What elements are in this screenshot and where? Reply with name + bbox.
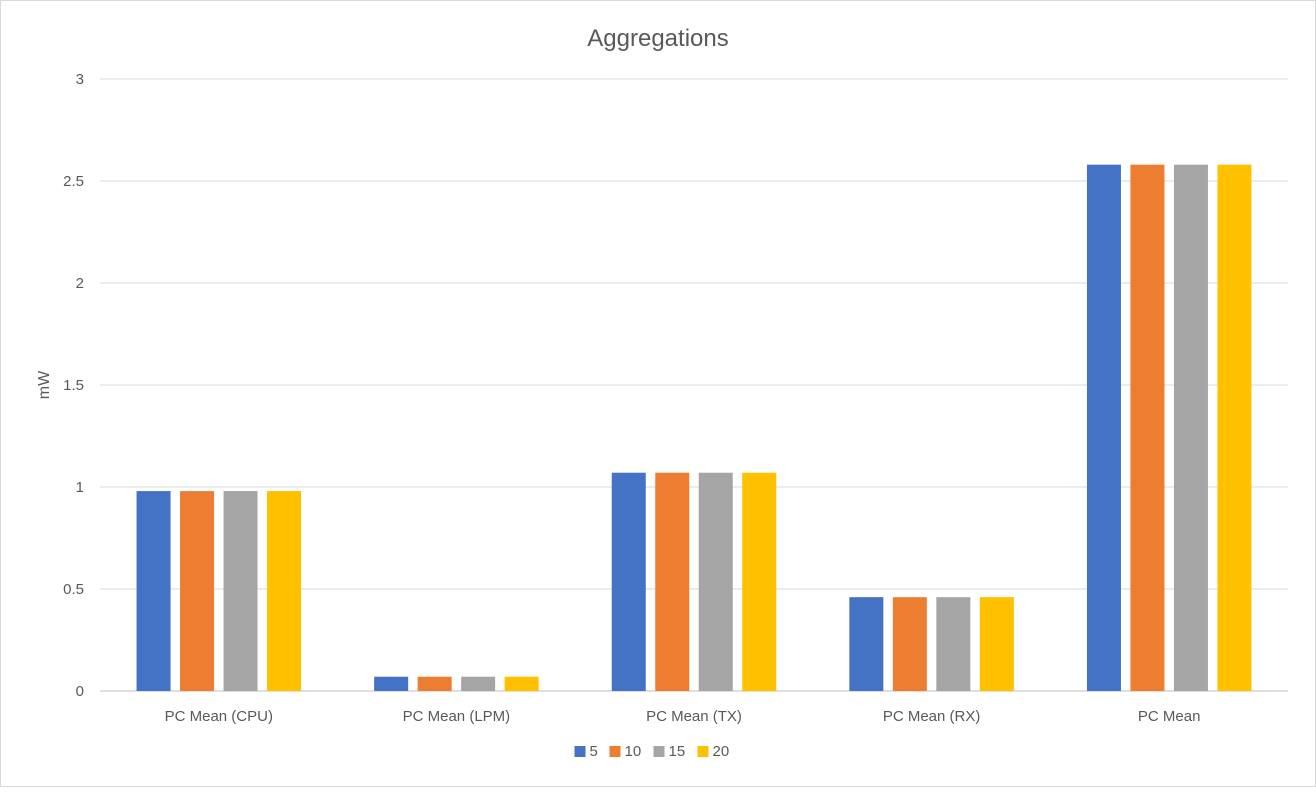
y-tick-label: 3 — [76, 71, 84, 88]
y-tick-label: 2 — [76, 275, 84, 292]
bar — [1173, 164, 1208, 691]
x-tick-label: PC Mean (LPM) — [403, 708, 511, 725]
bar — [136, 491, 171, 691]
bar — [936, 597, 971, 691]
x-tick-label: PC Mean — [1138, 708, 1201, 725]
bar — [1217, 164, 1252, 691]
legend-label: 5 — [590, 743, 598, 760]
bar — [742, 472, 777, 691]
bar — [892, 597, 927, 691]
bar — [267, 491, 302, 691]
legend-label: 10 — [625, 743, 642, 760]
legend-swatch — [697, 746, 709, 757]
y-tick-label: 0 — [76, 683, 84, 700]
bar — [1130, 164, 1165, 691]
x-tick-label: PC Mean (RX) — [883, 708, 981, 725]
legend: 5 10 15 20 — [574, 743, 730, 760]
x-tick-label: PC Mean (TX) — [646, 708, 742, 725]
bar — [698, 472, 733, 691]
legend-swatch — [653, 746, 665, 757]
bar — [655, 472, 690, 691]
bar — [849, 597, 884, 691]
x-tick-label: PC Mean (CPU) — [165, 708, 273, 725]
y-tick-label: 2.5 — [63, 173, 84, 190]
bar — [504, 676, 539, 691]
legend-swatch — [609, 746, 621, 757]
legend-label: 20 — [713, 743, 730, 760]
y-tick-label: 0.5 — [63, 581, 84, 598]
y-tick-labels: 0 0.5 1 1.5 2 2.5 3 — [63, 71, 84, 700]
bars — [136, 164, 1252, 691]
bar — [979, 597, 1014, 691]
bar — [180, 491, 215, 691]
legend-label: 15 — [669, 743, 686, 760]
bar — [417, 676, 452, 691]
legend-swatch — [574, 746, 586, 757]
y-tick-label: 1.5 — [63, 377, 84, 394]
bar — [1086, 164, 1121, 691]
bar — [374, 676, 409, 691]
x-tick-labels: PC Mean (CPU) PC Mean (LPM) PC Mean (TX) PC… — [165, 708, 1201, 725]
bar — [223, 491, 258, 691]
chart-title: Aggregations — [587, 25, 728, 52]
y-tick-label: 1 — [76, 479, 84, 496]
bar — [611, 472, 646, 691]
bar — [461, 676, 496, 691]
y-axis-label: mW — [36, 370, 53, 399]
